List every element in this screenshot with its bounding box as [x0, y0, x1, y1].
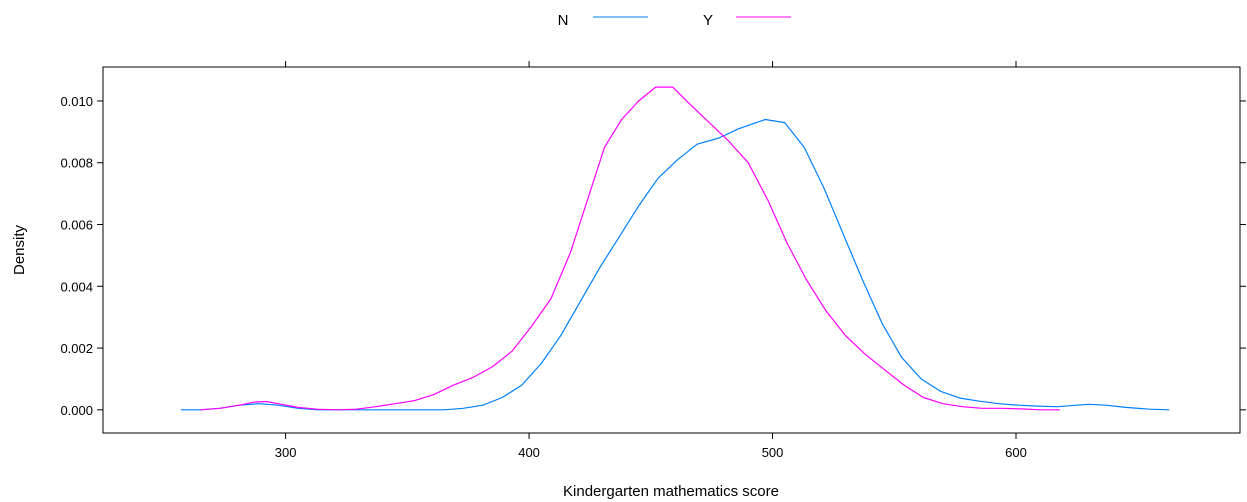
- legend-label-n: N: [558, 12, 569, 29]
- series-line-y: [200, 86, 1060, 411]
- y-tick-label: 0.004: [60, 279, 93, 294]
- x-tick-label: 500: [762, 445, 784, 460]
- y-tick-label: 0.000: [60, 403, 93, 418]
- x-tick-label: 400: [518, 445, 540, 460]
- series-line-n: [180, 118, 1170, 411]
- x-axis: 300 400 500 600: [275, 61, 1027, 460]
- y-axis: 0.000 0.002 0.004 0.006 0.008 0.010: [60, 94, 1246, 418]
- y-tick-label: 0.010: [60, 94, 93, 109]
- y-tick-label: 0.008: [60, 156, 93, 171]
- legend: N Y: [558, 12, 791, 29]
- x-tick-label: 600: [1005, 445, 1027, 460]
- x-tick-label: 300: [275, 445, 297, 460]
- plot-frame: [102, 66, 1241, 434]
- y-axis-title: Density: [11, 224, 28, 275]
- series-lines: [180, 86, 1170, 411]
- legend-label-y: Y: [703, 12, 713, 29]
- x-axis-title: Kindergarten mathematics score: [563, 483, 779, 500]
- y-tick-label: 0.006: [60, 218, 93, 233]
- y-tick-label: 0.002: [60, 341, 93, 356]
